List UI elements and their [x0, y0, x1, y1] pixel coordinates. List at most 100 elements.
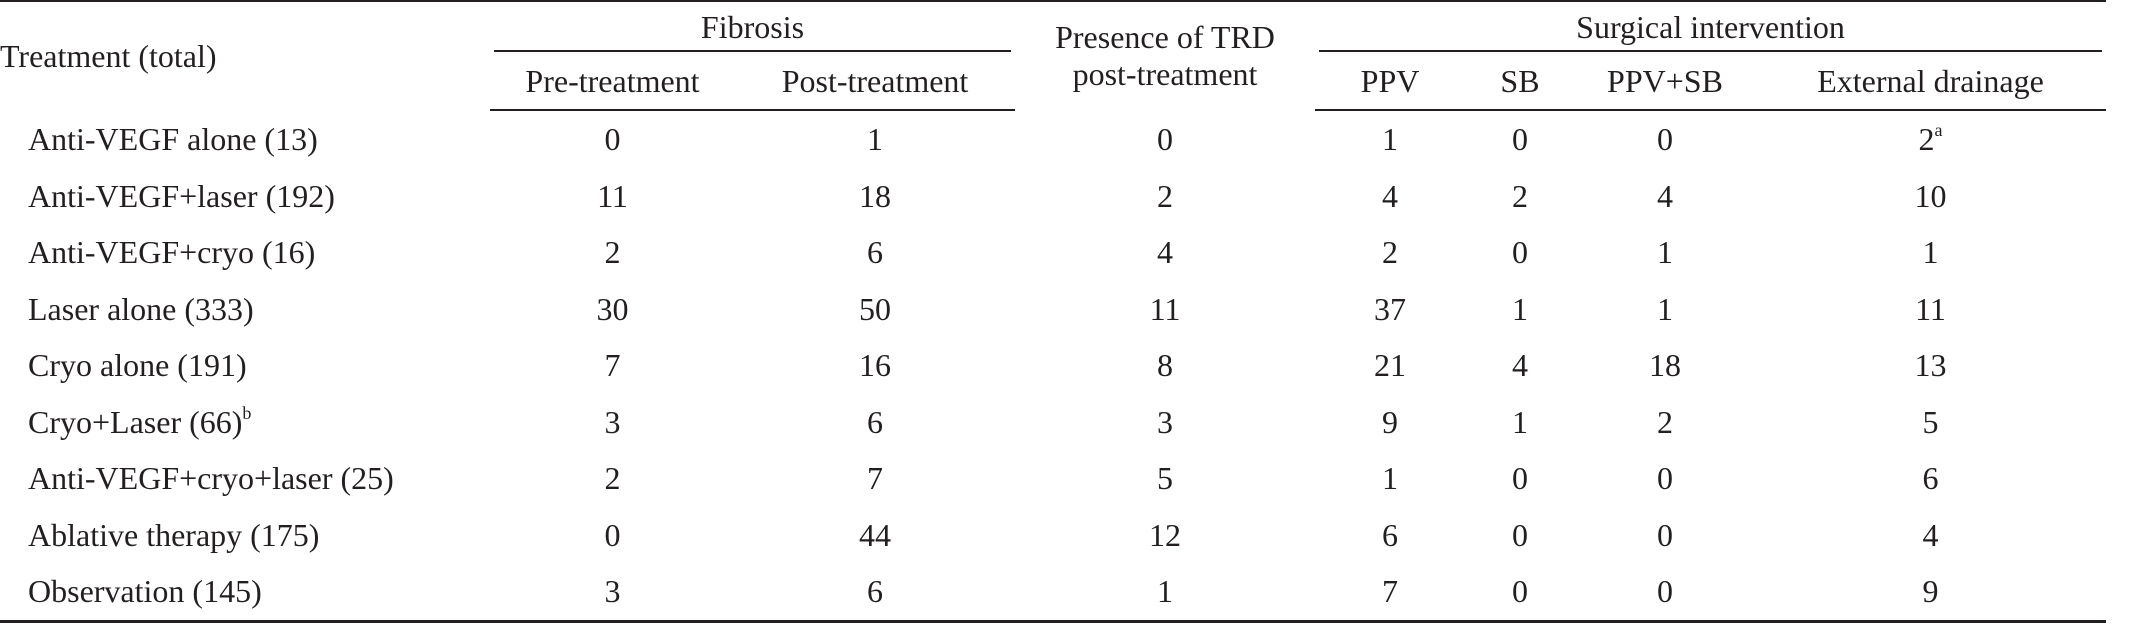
- fibrosis-group-label: Fibrosis: [700, 9, 805, 45]
- table-row: Anti-VEGF alone (13) 0 1 0 1 0 0 2a: [0, 110, 2106, 168]
- external-drainage-value: 11: [1915, 290, 1946, 327]
- treatment-column-header: Treatment (total): [0, 38, 217, 74]
- treatment-cell: Anti-VEGF alone (13): [0, 110, 490, 168]
- external-drainage-cell: 5: [1755, 394, 2106, 451]
- table-row: Ablative therapy (175) 0 44 12 6 0 0 4: [0, 507, 2106, 564]
- pre-treatment-cell: 7: [604, 347, 621, 384]
- pre-treatment-cell: 0: [604, 516, 621, 553]
- external-drainage-value: 1: [1922, 234, 1939, 271]
- ppv-cell: 1: [1382, 121, 1398, 158]
- surgical-group-header: Surgical intervention: [1315, 2, 2106, 52]
- ppv-header: PPV: [1315, 52, 1465, 111]
- table-row: Observation (145) 3 6 1 7 0 0 9: [0, 563, 2106, 623]
- treatment-label: Anti-VEGF alone (13): [28, 120, 318, 157]
- results-table: Treatment (total) Fibrosis Presence of T…: [0, 0, 2106, 623]
- post-treatment-cell: 6: [867, 403, 883, 440]
- external-drainage-value: 6: [1922, 460, 1939, 497]
- treatment-label: Anti-VEGF+laser (192): [28, 177, 335, 214]
- pre-treatment-cell: 30: [596, 290, 629, 327]
- post-treatment-cell: 18: [859, 177, 891, 214]
- ppv-sb-cell: 0: [1575, 563, 1755, 623]
- table-row: Anti-VEGF+cryo (16) 2 6 4 2 0 1 1: [0, 224, 2106, 281]
- external-drainage-cell: 2a: [1755, 110, 2106, 168]
- pre-treatment-cell: 2: [604, 234, 621, 271]
- external-drainage-cell: 13: [1755, 337, 2106, 394]
- ppv-cell: 37: [1374, 290, 1406, 327]
- sb-cell: 4: [1512, 347, 1528, 384]
- surgical-group-label: Surgical intervention: [1576, 9, 1845, 45]
- trd-cell: 12: [1149, 516, 1181, 553]
- external-drainage-cell: 4: [1755, 507, 2106, 564]
- ppv-cell: 6: [1382, 516, 1398, 553]
- external-drainage-cell: 10: [1755, 168, 2106, 225]
- trd-cell: 5: [1157, 460, 1173, 497]
- trd-column-header: Presence of TRD post-treatment: [1015, 2, 1315, 110]
- treatment-footnote-mark: b: [242, 402, 252, 423]
- sb-cell: 2: [1512, 177, 1528, 214]
- pre-treatment-cell: 3: [604, 403, 621, 440]
- ppv-sb-header: PPV+SB: [1575, 52, 1755, 111]
- pre-treatment-cell: 11: [597, 177, 628, 214]
- post-treatment-cell: 6: [735, 563, 1015, 623]
- external-drainage-header: External drainage: [1755, 52, 2106, 111]
- ppv-cell: 1: [1382, 460, 1398, 497]
- treatment-cell: Ablative therapy (175): [0, 507, 490, 564]
- sb-cell: 1: [1512, 290, 1528, 327]
- sb-cell: 0: [1512, 234, 1528, 271]
- table-row: Anti-VEGF+cryo+laser (25) 2 7 5 1 0 0 6: [0, 450, 2106, 507]
- external-drainage-value: 5: [1922, 403, 1939, 440]
- trd-cell: 0: [1157, 120, 1173, 157]
- sb-cell: 0: [1465, 563, 1575, 623]
- ppv-sb-cell: 2: [1657, 403, 1673, 440]
- post-treatment-cell: 6: [867, 234, 883, 271]
- post-treatment-cell: 7: [867, 460, 883, 497]
- trd-cell: 1: [1015, 563, 1315, 623]
- surgical-group-rule: [1319, 50, 2102, 52]
- trd-cell: 8: [1157, 347, 1173, 384]
- treatment-label: Ablative therapy (175): [28, 516, 320, 553]
- sb-cell: 1: [1512, 403, 1528, 440]
- trd-cell: 2: [1157, 177, 1173, 214]
- ppv-cell: 9: [1382, 403, 1398, 440]
- ppv-sb-cell: 0: [1657, 516, 1673, 553]
- table-row: Laser alone (333) 30 50 11 37 1 1 11: [0, 281, 2106, 338]
- post-treatment-cell: 16: [859, 347, 891, 384]
- pre-treatment-header: Pre-treatment: [490, 52, 735, 111]
- trd-cell: 4: [1157, 234, 1173, 271]
- sb-cell: 0: [1512, 516, 1528, 553]
- treatment-label: Observation (145): [28, 573, 262, 610]
- pre-treatment-cell: 3: [490, 563, 735, 623]
- table-header: Treatment (total) Fibrosis Presence of T…: [0, 0, 2106, 111]
- pre-treatment-cell: 2: [604, 460, 621, 497]
- treatment-label: Cryo alone (191): [28, 347, 247, 384]
- table-body: Anti-VEGF alone (13) 0 1 0 1 0 0 2a Anti…: [0, 110, 2106, 623]
- table-row: Anti-VEGF+laser (192) 11 18 2 4 2 4 10: [0, 168, 2106, 225]
- treatment-cell: Laser alone (333): [0, 281, 490, 338]
- treatment-cell: Observation (145): [0, 563, 490, 623]
- fibrosis-group-header: Fibrosis: [490, 2, 1015, 52]
- trd-cell: 11: [1149, 290, 1181, 327]
- treatment-cell: Anti-VEGF+cryo+laser (25): [0, 450, 490, 507]
- external-drainage-cell: 6: [1755, 450, 2106, 507]
- fibrosis-group-rule: [494, 50, 1011, 52]
- ppv-cell: 4: [1382, 177, 1398, 214]
- ppv-sb-cell: 1: [1657, 290, 1673, 327]
- ppv-sb-cell: 18: [1649, 347, 1681, 384]
- treatment-label: Anti-VEGF+cryo (16): [28, 234, 316, 271]
- post-treatment-cell: 44: [859, 516, 891, 553]
- sb-header: SB: [1465, 52, 1575, 111]
- ppv-sb-cell: 1: [1657, 234, 1673, 271]
- external-drainage-value: 2: [1918, 121, 1935, 158]
- ppv-sb-cell: 0: [1657, 121, 1673, 158]
- trd-cell: 3: [1157, 403, 1173, 440]
- treatment-cell: Anti-VEGF+laser (192): [0, 168, 490, 225]
- post-treatment-cell: 1: [867, 121, 883, 158]
- external-drainage-cell: 1: [1755, 224, 2106, 281]
- trd-header-line2: post-treatment: [1072, 56, 1258, 92]
- ppv-sb-cell: 0: [1657, 460, 1673, 497]
- external-drainage-cell: 9: [1755, 563, 2106, 623]
- pre-treatment-cell: 0: [604, 121, 621, 158]
- treatment-cell: Cryo+Laser (66)b: [0, 394, 490, 451]
- ppv-cell: 7: [1315, 563, 1465, 623]
